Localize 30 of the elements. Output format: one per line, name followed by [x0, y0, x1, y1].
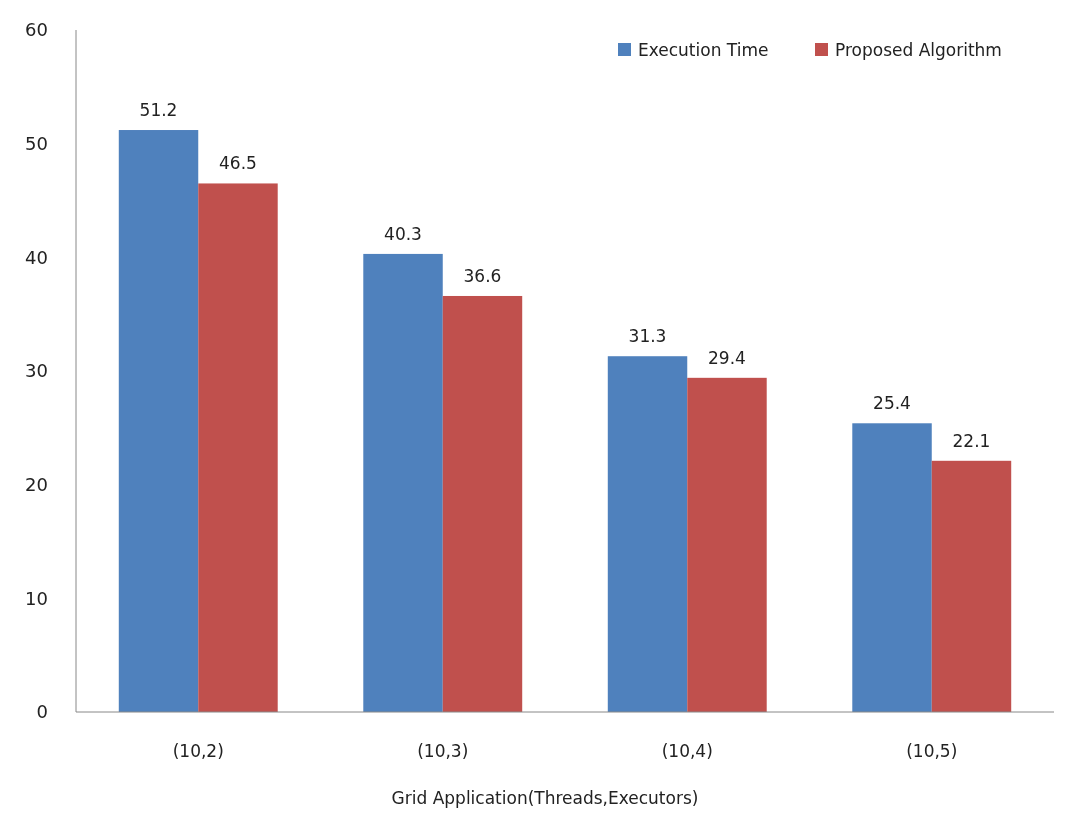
data-label: 46.5 — [219, 153, 257, 174]
x-tick-label: (10,2) — [172, 741, 224, 761]
data-label: 31.3 — [628, 326, 667, 347]
legend-label: Proposed Algorithm — [835, 39, 1002, 60]
data-label: 40.3 — [384, 223, 422, 244]
bar — [198, 183, 278, 712]
bar — [442, 295, 523, 712]
data-label: 22.1 — [952, 430, 991, 451]
bar — [931, 460, 1012, 712]
data-label: 51.2 — [139, 100, 178, 121]
y-tick-label: 30 — [25, 360, 48, 382]
y-tick-label: 0 — [36, 701, 48, 723]
bar — [363, 253, 443, 712]
data-label: 36.6 — [463, 265, 502, 286]
x-tick-label: (10,5) — [906, 741, 958, 761]
legend-label: Execution Time — [638, 39, 769, 60]
bar — [607, 356, 688, 712]
x-tick-label: (10,4) — [661, 741, 713, 761]
x-tick-label: (10,3) — [417, 741, 469, 761]
y-tick-label: 40 — [25, 246, 48, 268]
y-tick-label: 60 — [25, 19, 48, 41]
data-label: 25.4 — [873, 393, 911, 414]
bar — [687, 377, 767, 712]
bar — [852, 423, 932, 712]
y-tick-label: 20 — [25, 473, 48, 495]
x-axis-title: Grid Application(Threads,Executors) — [391, 788, 699, 808]
y-tick-label: 10 — [25, 587, 48, 609]
data-label: 29.4 — [708, 347, 746, 368]
y-tick-label: 50 — [25, 132, 48, 154]
bar — [118, 130, 199, 712]
